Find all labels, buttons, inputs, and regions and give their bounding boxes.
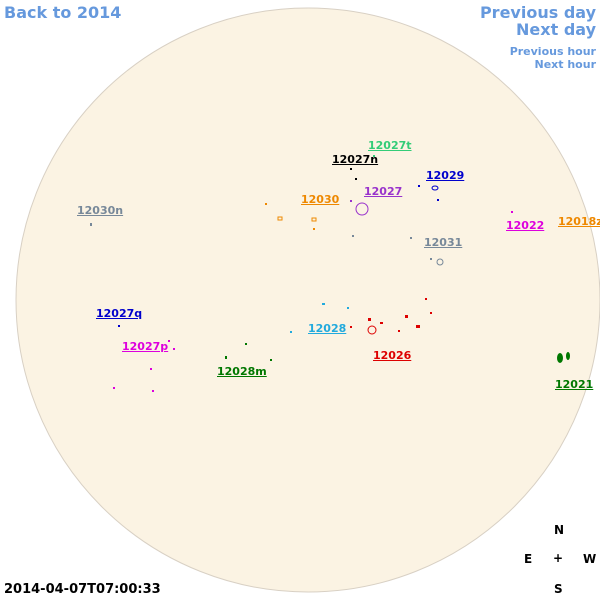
solar-disk: [15, 7, 600, 593]
region-label[interactable]: 12029: [426, 169, 465, 182]
region-label[interactable]: 12028m: [217, 365, 267, 378]
previous-day-link[interactable]: Previous day: [479, 3, 596, 22]
region-label[interactable]: 12030n: [77, 204, 124, 217]
region-label[interactable]: 12018z: [558, 215, 600, 228]
region-label[interactable]: 12027n: [332, 153, 379, 166]
next-day-link[interactable]: Next day: [516, 20, 596, 39]
previous-hour-link[interactable]: Previous hour: [509, 45, 596, 58]
spots: [90, 155, 570, 392]
region-label[interactable]: 12027p: [122, 340, 169, 353]
region-label[interactable]: 12030: [301, 193, 340, 206]
back-link[interactable]: Back to 2014: [4, 3, 122, 22]
compass-west: W: [583, 552, 597, 566]
compass-south: S: [554, 582, 563, 596]
region-label[interactable]: 12027: [364, 185, 403, 198]
compass-east: E: [524, 552, 533, 566]
region-label[interactable]: 12031: [424, 236, 463, 249]
region-label[interactable]: 12021: [555, 378, 594, 391]
region-label[interactable]: 12022: [506, 219, 545, 232]
region-label[interactable]: 12028: [308, 322, 347, 335]
timestamp: 2014-04-07T07:00:33: [4, 582, 161, 597]
region-label[interactable]: 12027q: [96, 307, 143, 320]
next-hour-link[interactable]: Next hour: [534, 58, 597, 71]
region-label[interactable]: 12026: [373, 349, 412, 362]
region-label[interactable]: 12027t: [368, 139, 412, 152]
compass-north: N: [554, 523, 565, 537]
compass-center: +: [553, 551, 564, 565]
